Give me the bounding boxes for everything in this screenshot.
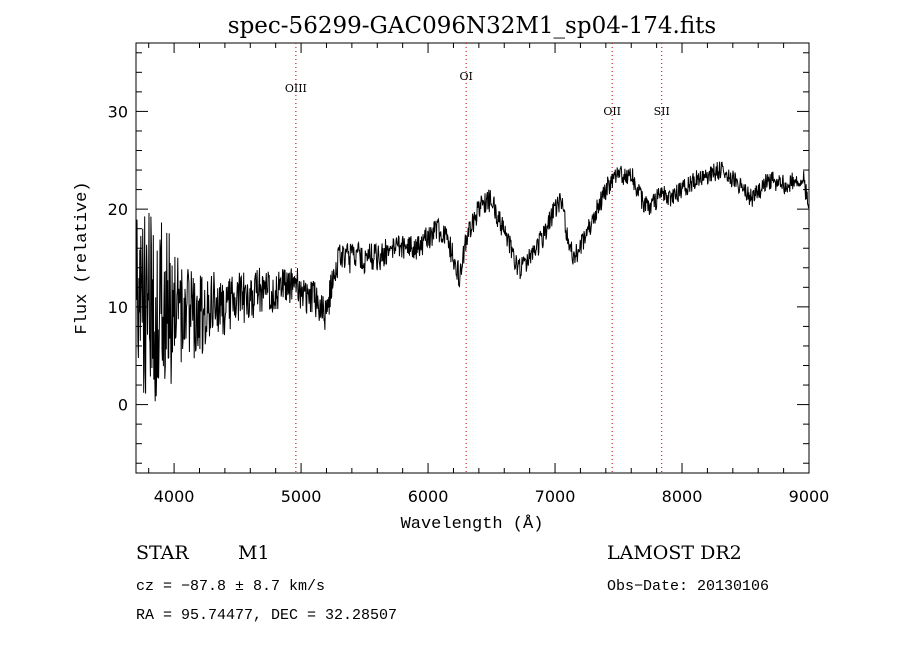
y-axis-ticks: 0 10 20 30	[108, 52, 809, 464]
emission-line-label-sii: SII	[654, 105, 670, 118]
x-tick-label: 7000	[535, 487, 576, 506]
plot-frame	[135, 42, 810, 474]
x-axis-ticks: 4000 5000 6000 7000 8000 9000	[148, 43, 830, 506]
emission-line-label-oii: OII	[603, 105, 621, 118]
plot-area: OIII OI OII SII	[135, 42, 810, 474]
x-tick-label: 8000	[662, 487, 703, 506]
emission-line-label-oiii: OIII	[285, 82, 307, 95]
class-label: STAR	[136, 542, 189, 564]
emission-line-markers: OIII OI OII SII	[285, 43, 670, 473]
obs-date: Obs−Date: 20130106	[607, 578, 769, 595]
y-tick-label: 10	[108, 298, 128, 317]
survey-label: LAMOST DR2	[607, 542, 742, 564]
x-axis-label: Wavelength (Å)	[401, 515, 544, 534]
x-tick-label: 6000	[408, 487, 449, 506]
x-tick-label: 5000	[281, 487, 322, 506]
x-tick-label: 4000	[154, 487, 195, 506]
y-axis-label: Flux (relative)	[73, 181, 92, 334]
x-tick-label: 9000	[789, 487, 830, 506]
cz-readout: cz = −87.8 ± 8.7 km/s	[136, 578, 325, 595]
y-tick-label: 0	[118, 396, 128, 415]
info-panel: STAR M1 cz = −87.8 ± 8.7 km/s RA = 95.74…	[136, 542, 769, 624]
radec-readout: RA = 95.74477, DEC = 32.28507	[136, 607, 397, 624]
chart-title: spec-56299-GAC096N32M1_sp04-174.fits	[228, 13, 716, 39]
emission-line-label-oi: OI	[459, 70, 472, 83]
y-tick-label: 30	[108, 102, 128, 121]
subclass-label: M1	[238, 542, 270, 564]
y-tick-label: 20	[108, 200, 128, 219]
spectrum-line	[135, 161, 810, 402]
